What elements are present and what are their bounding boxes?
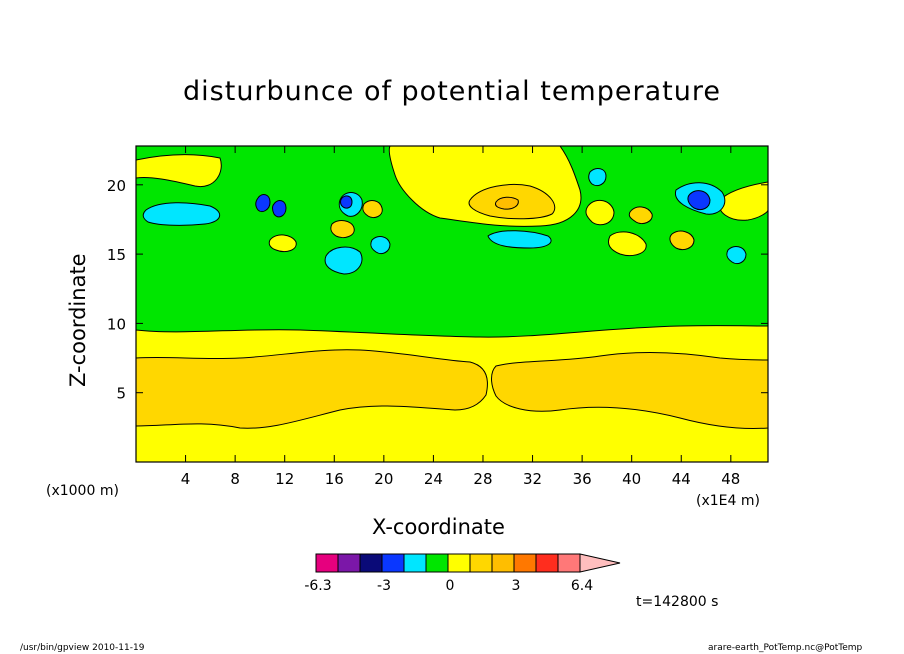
region-blue-left-2: [272, 200, 287, 218]
region-orange-blob-2: [362, 200, 383, 219]
x-tick-label: 16: [325, 470, 344, 488]
region-blue-center: [340, 195, 353, 209]
colorbar-swatch: [535, 553, 559, 573]
region-blue-right: [687, 190, 711, 211]
region-orange-blob-1: [330, 220, 355, 239]
colorbar-swatch: [315, 553, 339, 573]
region-cyan-lower-center: [487, 230, 552, 249]
region-yellow-top-right: [718, 181, 768, 221]
region-cyan-mid: [324, 246, 363, 275]
contour-field: [136, 146, 768, 462]
x-tick-label: 8: [230, 470, 240, 488]
x-axis-unit: (x1E4 m): [696, 493, 760, 509]
region-yellow-blob-3: [607, 231, 647, 257]
footer-left: /usr/bin/gpview 2010-11-19: [20, 643, 145, 653]
region-cyan-blob-2: [370, 236, 391, 255]
colorbar-swatch: [381, 553, 405, 573]
region-yellow-blob-1: [268, 234, 297, 253]
y-tick-label: 15: [107, 246, 126, 264]
colorbar-label: 3: [512, 578, 521, 594]
colorbar-swatch: [447, 553, 471, 573]
x-axis-ticks: 4 8 12 16 20 24 28 32 36 40 44 48: [181, 146, 740, 488]
plot-frame: [135, 145, 769, 463]
region-cyan-blob-4: [726, 246, 747, 265]
region-cyan-left: [142, 202, 220, 226]
region-blue-left-1: [255, 194, 271, 213]
x-axis-label: X-coordinate: [372, 515, 505, 539]
x-tick-label: 40: [622, 470, 641, 488]
region-orange-blob-4: [628, 206, 653, 225]
region-orange-blob-3: [669, 230, 695, 251]
region-yellow-blob-2: [585, 199, 615, 226]
colorbar-swatch: [359, 553, 383, 573]
x-tick-label: 4: [181, 470, 191, 488]
region-orange-left: [136, 349, 488, 429]
colorbar-swatch: [557, 553, 581, 573]
x-tick-label: 28: [473, 470, 492, 488]
colorbar-swatch: [491, 553, 515, 573]
time-label: t=142800 s: [636, 594, 719, 610]
x-tick-label: 12: [275, 470, 294, 488]
region-cyan-blob-3: [588, 168, 607, 187]
colorbar-swatch: [337, 553, 361, 573]
x-tick-label: 44: [672, 470, 691, 488]
x-tick-label: 36: [573, 470, 592, 488]
colorbar-label: 0: [446, 578, 455, 594]
colorbar-swatch: [513, 553, 537, 573]
colorbar-swatch: [425, 553, 449, 573]
colorbar-swatch: [469, 553, 493, 573]
y-axis-ticks: 5 10 15 20: [107, 177, 768, 403]
region-orange-core: [495, 196, 519, 210]
colorbar-swatch: [403, 553, 427, 573]
colorbar: -6.3 -3 0 3 6.4: [304, 553, 621, 594]
x-tick-label: 20: [374, 470, 393, 488]
colorbar-label: 6.4: [571, 578, 593, 594]
y-tick-label: 20: [107, 177, 126, 195]
y-tick-label: 5: [116, 385, 126, 403]
colorbar-label: -3: [377, 578, 391, 594]
x-tick-label: 48: [721, 470, 740, 488]
region-orange-right: [491, 351, 768, 429]
y-axis-unit: (x1000 m): [46, 483, 119, 499]
colorbar-arrow: [579, 553, 621, 573]
y-tick-label: 10: [107, 315, 126, 333]
region-yellow-top-left: [136, 154, 222, 188]
x-tick-label: 32: [523, 470, 542, 488]
chart-title: disturbunce of potential temperature: [183, 76, 721, 107]
y-axis-label: Z-coordinate: [66, 253, 90, 387]
x-tick-label: 24: [424, 470, 443, 488]
colorbar-label: -6.3: [304, 578, 331, 594]
footer-right: arare-earth_PotTemp.nc@PotTemp: [708, 643, 863, 653]
